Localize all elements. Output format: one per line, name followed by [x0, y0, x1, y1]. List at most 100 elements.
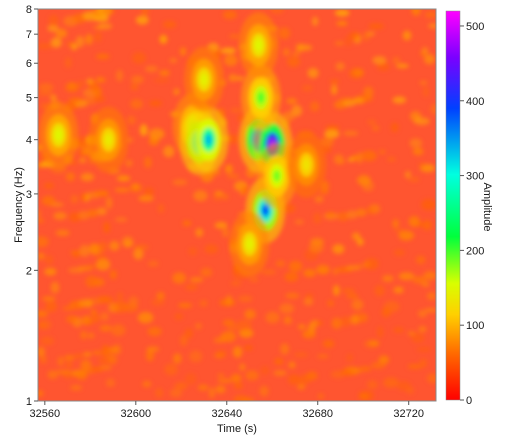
texture-blob [141, 9, 149, 16]
texture-blob [115, 217, 128, 222]
texture-blob [416, 346, 431, 352]
texture-blob [409, 138, 423, 148]
y-tick-label: 1 [26, 396, 32, 408]
texture-blob [303, 269, 316, 278]
texture-blob [86, 78, 94, 85]
texture-blob [113, 300, 128, 313]
hotspot [273, 169, 281, 182]
texture-blob [230, 373, 242, 383]
texture-blob [238, 295, 253, 302]
texture-blob [50, 94, 57, 102]
texture-blob [156, 291, 165, 301]
texture-blob [39, 323, 46, 328]
texture-blob [234, 382, 243, 390]
y-tick-label: 3 [26, 189, 32, 201]
texture-blob [408, 177, 420, 182]
colorbar-axis: 0 100 200 300 400 500 [460, 21, 484, 407]
texture-blob [325, 125, 340, 131]
y-tick-label: 8 [26, 4, 32, 16]
texture-blob [146, 349, 154, 362]
texture-blob [362, 31, 370, 41]
texture-blob [147, 326, 162, 337]
texture-blob [116, 292, 124, 301]
texture-blob [71, 43, 78, 51]
texture-blob [42, 296, 56, 302]
texture-blob [379, 149, 386, 155]
texture-blob [106, 378, 115, 388]
texture-blob [195, 322, 202, 330]
texture-blob [232, 346, 243, 358]
y-axis: 1 2 3 4 5 6 7 8 [26, 4, 38, 408]
texture-blob [357, 175, 371, 186]
y-tick-label: 7 [26, 29, 32, 41]
texture-blob [100, 312, 109, 321]
texture-blob [368, 23, 384, 30]
texture-blob [346, 210, 358, 219]
texture-blob [79, 158, 86, 163]
texture-blob [421, 199, 436, 211]
texture-blob [226, 134, 239, 145]
texture-blob [406, 386, 415, 395]
texture-blob [214, 191, 224, 196]
texture-blob [358, 390, 375, 401]
x-tick-label: 32720 [393, 408, 424, 420]
texture-blob [94, 190, 109, 197]
texture-blob [103, 221, 110, 233]
colorbar-title: Amplitude [481, 183, 493, 232]
texture-blob [88, 243, 99, 255]
texture-blob [316, 321, 323, 326]
texture-blob [288, 361, 296, 369]
texture-blob [75, 35, 85, 48]
texture-blob [387, 157, 396, 162]
texture-blob [127, 115, 136, 125]
texture-blob [172, 272, 186, 284]
texture-blob [121, 236, 134, 248]
hotspot [104, 133, 113, 146]
texture-blob [50, 281, 60, 294]
texture-blob [329, 79, 340, 84]
texture-blob [93, 15, 109, 22]
texture-blob [155, 388, 164, 398]
texture-blob [174, 382, 188, 390]
texture-blob [116, 69, 124, 82]
texture-blob [352, 97, 365, 104]
texture-blob [180, 334, 188, 347]
texture-blob [153, 78, 170, 83]
texture-blob [112, 344, 122, 355]
x-tick-label: 32560 [30, 408, 61, 420]
texture-blob [178, 302, 193, 308]
texture-blob [310, 101, 320, 112]
texture-blob [53, 212, 67, 220]
plot-background [38, 9, 436, 401]
texture-blob [244, 309, 256, 320]
texture-blob [319, 188, 329, 195]
texture-blob [87, 209, 99, 218]
texture-blob [38, 83, 54, 92]
texture-blob [57, 356, 64, 367]
texture-blob [38, 310, 49, 318]
texture-blob [392, 56, 401, 65]
texture-blob [130, 99, 143, 109]
texture-blob [48, 14, 59, 27]
texture-blob [44, 255, 54, 265]
texture-blob [173, 88, 180, 96]
texture-blob [139, 124, 148, 136]
texture-blob [77, 80, 85, 87]
texture-blob [356, 237, 364, 246]
texture-blob [80, 173, 95, 182]
texture-blob [284, 271, 299, 282]
y-tick-label: 4 [26, 135, 32, 147]
texture-blob [96, 258, 111, 271]
texture-blob [418, 326, 427, 333]
texture-blob [223, 54, 238, 67]
texture-blob [41, 195, 56, 206]
texture-blob [393, 286, 404, 294]
texture-blob [38, 346, 46, 357]
texture-blob [292, 51, 301, 57]
texture-blob [368, 340, 380, 346]
texture-blob [334, 41, 344, 46]
texture-blob [288, 260, 303, 272]
colorbar-tick-label: 0 [466, 395, 472, 407]
texture-blob [73, 353, 84, 360]
texture-blob [131, 75, 144, 84]
